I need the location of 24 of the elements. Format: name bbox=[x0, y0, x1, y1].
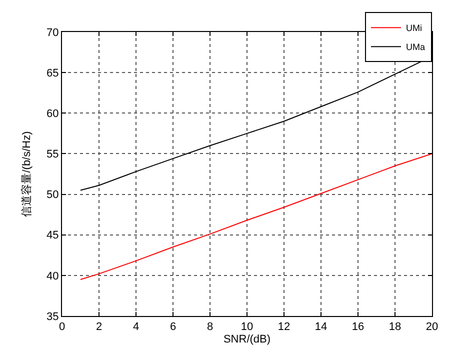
y-tick-label: 45 bbox=[46, 230, 59, 242]
legend-label: UMa bbox=[406, 42, 426, 52]
x-tick-label: 6 bbox=[170, 321, 176, 334]
y-axis-title: 信道容量/(b/s/Hz) bbox=[20, 131, 33, 217]
x-tick-label: 10 bbox=[240, 321, 254, 334]
y-tick-label: 40 bbox=[46, 270, 59, 282]
y-tick-label: 60 bbox=[46, 108, 59, 120]
y-tick-label: 35 bbox=[46, 310, 59, 323]
x-tick-label: 2 bbox=[96, 321, 102, 334]
x-tick-label: 16 bbox=[352, 321, 364, 334]
y-tick-label: 55 bbox=[46, 148, 59, 161]
legend-label: UMi bbox=[406, 23, 422, 34]
x-axis-title: SNR/(dB) bbox=[223, 333, 271, 346]
x-tick-label: 18 bbox=[388, 321, 402, 334]
x-tick-label: 8 bbox=[206, 321, 214, 334]
line-series bbox=[80, 153, 432, 280]
x-tick-label: 0 bbox=[58, 321, 66, 334]
y-tick-label: 50 bbox=[46, 189, 59, 202]
y-tick-label: 70 bbox=[46, 26, 59, 39]
x-tick-label: 12 bbox=[278, 321, 290, 334]
y-tick-label: 65 bbox=[46, 67, 59, 80]
x-tick-label: 14 bbox=[314, 321, 328, 334]
x-tick-label: 4 bbox=[132, 321, 140, 334]
x-tick-label: 20 bbox=[426, 321, 438, 334]
